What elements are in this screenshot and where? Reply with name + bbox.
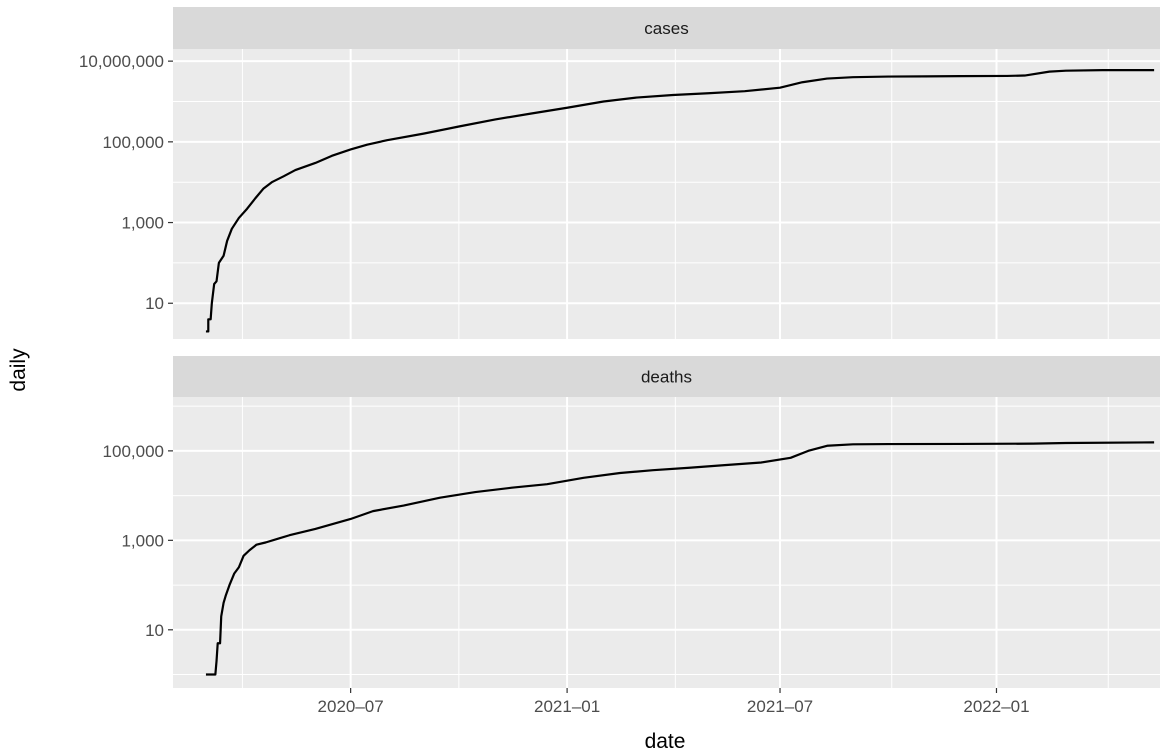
chart-panels: cases 10 1,000 100,000 10,000,000 deaths 10 1,0… <box>79 7 1160 688</box>
x-axis-title: date <box>645 730 686 753</box>
strip-background <box>173 356 1160 397</box>
y-tick-label: 1,000 <box>121 531 164 550</box>
strip-label-cases: cases <box>644 19 688 38</box>
series-line-cases <box>205 69 1155 333</box>
panel-background <box>173 397 1160 688</box>
strip-background <box>173 7 1160 49</box>
y-tick-label: 10,000,000 <box>79 52 164 71</box>
panel-deaths: deaths 10 1,000 100,000 <box>103 356 1160 688</box>
strip-label-deaths: deaths <box>641 368 692 387</box>
x-tick-label: 2021–07 <box>747 697 813 716</box>
y-tick-label: 10 <box>145 621 164 640</box>
y-tick-label: 1,000 <box>121 214 164 233</box>
panel-cases: cases 10 1,000 100,000 10,000,000 <box>79 7 1160 339</box>
y-tick-label: 100,000 <box>103 442 164 461</box>
x-tick-label: 2020–07 <box>318 697 384 716</box>
panel-background <box>173 49 1160 339</box>
series-line-deaths <box>205 441 1155 676</box>
x-tick-label: 2022–01 <box>963 697 1029 716</box>
y-axis-title: daily <box>7 348 30 392</box>
y-tick-label: 10 <box>145 294 164 313</box>
x-axis: 2020–07 2021–01 2021–07 2022–01 <box>318 688 1030 716</box>
y-tick-label: 100,000 <box>103 133 164 152</box>
x-tick-label: 2021–01 <box>534 697 600 716</box>
